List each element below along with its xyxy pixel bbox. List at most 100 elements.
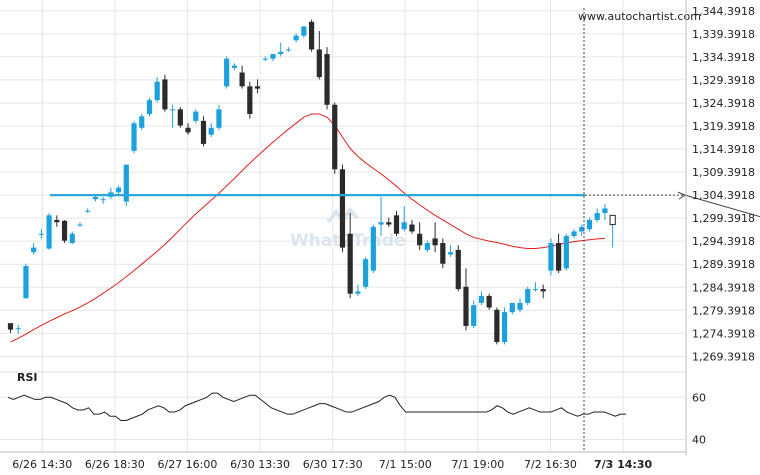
- candle: [517, 298, 523, 313]
- candle: [332, 102, 338, 174]
- candle: [463, 268, 469, 331]
- candle: [393, 210, 400, 237]
- price-tick-label: 1,304.3918: [692, 189, 755, 202]
- candle-body: [31, 247, 37, 253]
- candle-body: [417, 233, 423, 246]
- candle-body: [501, 312, 508, 343]
- candle-body: [486, 295, 492, 308]
- candle: [556, 233, 562, 273]
- candle: [370, 224, 376, 273]
- time-tick-label: 7/1 19:00: [451, 458, 504, 471]
- price-tick-label: 1,274.3918: [692, 327, 755, 340]
- candle: [316, 31, 322, 80]
- candle: [486, 293, 492, 310]
- candle: [154, 77, 160, 103]
- price-tick-label: 1,309.3918: [692, 166, 755, 179]
- candle-body: [548, 242, 554, 271]
- candle-body: [285, 49, 292, 51]
- candle: [478, 291, 485, 306]
- candle: [146, 97, 153, 117]
- time-axis: 6/26 14:30 6/26 18:30 6/27 16:00 6/30 13:30…: [0, 451, 686, 471]
- time-tick-label: 7/3 14:30: [594, 458, 653, 471]
- candle: [363, 256, 369, 290]
- candle: [216, 104, 222, 131]
- candle-body: [424, 242, 430, 250]
- candle-body: [478, 295, 485, 303]
- price-axis: 1,344.3918 1,339.3918 1,334.3918 1,329.3918…: [685, 0, 755, 455]
- candle-body: [231, 65, 237, 68]
- rsi-label: RSI: [17, 371, 38, 384]
- time-tick-label: 6/30 17:30: [303, 458, 363, 471]
- candle-body: [556, 242, 562, 271]
- candle-body: [440, 242, 446, 264]
- candle-body: [563, 236, 569, 269]
- candle-body: [115, 187, 122, 193]
- candle: [262, 56, 268, 61]
- grid-lines: [0, 0, 686, 452]
- candle: [7, 323, 14, 333]
- rsi-tick-label: 40: [692, 433, 706, 446]
- candle: [162, 74, 168, 112]
- time-tick-label: 6/27 16:00: [157, 458, 217, 471]
- candle-body: [332, 104, 338, 170]
- candle: [85, 208, 91, 214]
- candle-body: [586, 219, 593, 230]
- candle-body: [602, 208, 608, 214]
- candle-body: [15, 328, 21, 330]
- candle: [270, 54, 276, 61]
- candle-body: [139, 116, 145, 128]
- candle-body: [278, 51, 284, 55]
- moving-average-line: [10, 113, 605, 343]
- candle: [31, 242, 37, 255]
- candle-body: [162, 79, 168, 110]
- candle-body: [92, 196, 99, 200]
- candle-body: [224, 58, 230, 87]
- candle-body: [131, 123, 137, 151]
- candle: [525, 286, 531, 306]
- candle-body: [154, 81, 160, 101]
- candle-body: [293, 35, 299, 41]
- candle-body: [370, 226, 376, 271]
- candle: [239, 65, 245, 89]
- candle: [347, 213, 353, 299]
- candle-body: [494, 309, 500, 343]
- candle: [494, 307, 500, 345]
- candle: [247, 81, 253, 119]
- candle-body: [123, 164, 129, 202]
- candle-body: [463, 286, 469, 326]
- projection-line: [684, 194, 760, 218]
- projection-arrow-icon: [677, 191, 687, 200]
- price-tick-label: 1,324.3918: [692, 97, 755, 110]
- candle-body: [239, 72, 245, 87]
- candle: [540, 284, 546, 299]
- candle: [123, 164, 129, 207]
- candle: [401, 206, 407, 232]
- candle-body: [347, 233, 353, 294]
- candle-body: [609, 214, 616, 226]
- candle: [355, 284, 361, 296]
- candle: [131, 120, 137, 154]
- candle-body: [23, 266, 29, 299]
- candles-layer: [7, 19, 616, 345]
- candle-body: [363, 259, 369, 287]
- candle-body: [579, 226, 585, 232]
- rsi-line: [7, 392, 626, 421]
- rsi-tick-label: 60: [692, 391, 706, 404]
- time-tick-label: 6/26 18:30: [85, 458, 145, 471]
- price-tick-label: 1,299.3918: [692, 212, 755, 225]
- candle: [386, 217, 392, 227]
- candle-body: [517, 302, 523, 310]
- candle-body: [262, 58, 268, 60]
- candle-body: [38, 233, 44, 235]
- candle: [594, 208, 600, 223]
- time-tick-label: 7/1 15:00: [379, 458, 432, 471]
- candle: [170, 104, 176, 128]
- candle: [301, 26, 307, 38]
- candle: [378, 196, 384, 237]
- candle: [501, 307, 508, 345]
- time-tick-label: 6/30 13:30: [230, 458, 290, 471]
- candle: [548, 238, 554, 276]
- candle-body: [571, 231, 577, 237]
